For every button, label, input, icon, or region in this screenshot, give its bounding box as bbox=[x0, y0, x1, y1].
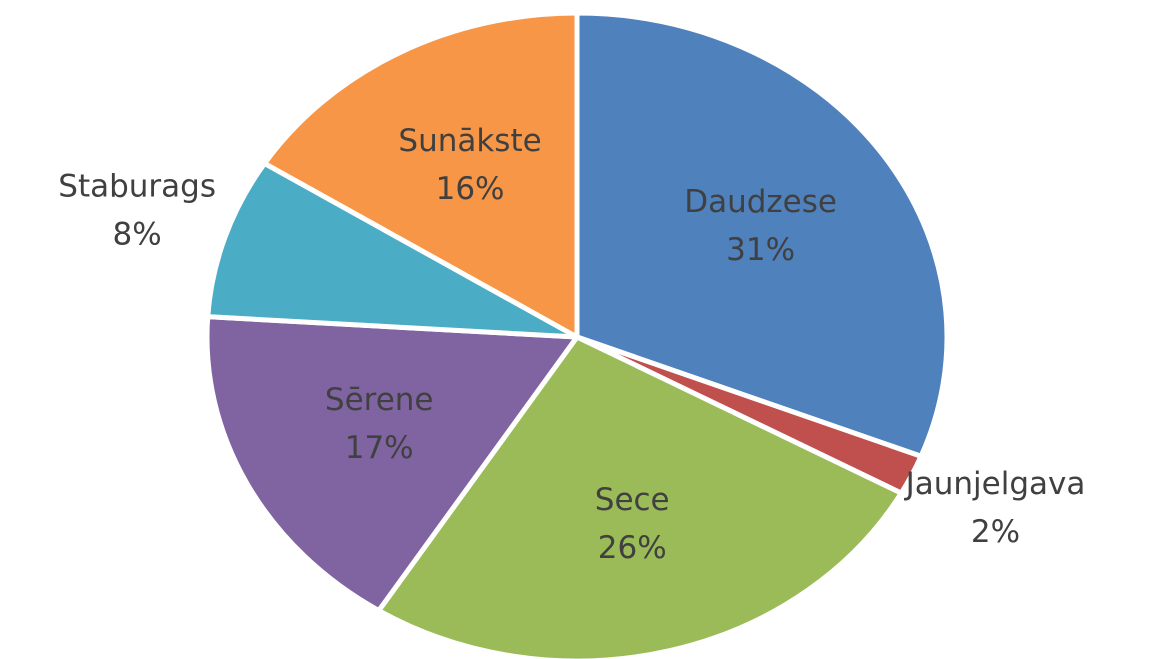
slice-label-value: 2% bbox=[971, 514, 1020, 550]
slice-label-name: Staburags bbox=[58, 168, 216, 204]
slice-label-value: 17% bbox=[345, 430, 414, 466]
pie-slice bbox=[574, 10, 950, 459]
slice-label-name: Jaunjelgava bbox=[904, 466, 1086, 502]
slice-label-name: Sunākste bbox=[398, 123, 541, 159]
slice-label-value: 31% bbox=[726, 232, 795, 268]
pie-slice bbox=[262, 10, 580, 340]
pie-slice bbox=[376, 334, 904, 659]
slice-label-name: Sece bbox=[595, 482, 670, 518]
slice-label-value: 8% bbox=[113, 216, 162, 252]
pie-slice bbox=[204, 314, 580, 614]
slice-label-value: 16% bbox=[436, 171, 505, 207]
slice-label-name: Sērene bbox=[325, 382, 434, 418]
slice-label-value: 26% bbox=[598, 530, 667, 566]
slice-label-name: Daudzese bbox=[684, 184, 837, 220]
pie-slice bbox=[205, 160, 580, 340]
